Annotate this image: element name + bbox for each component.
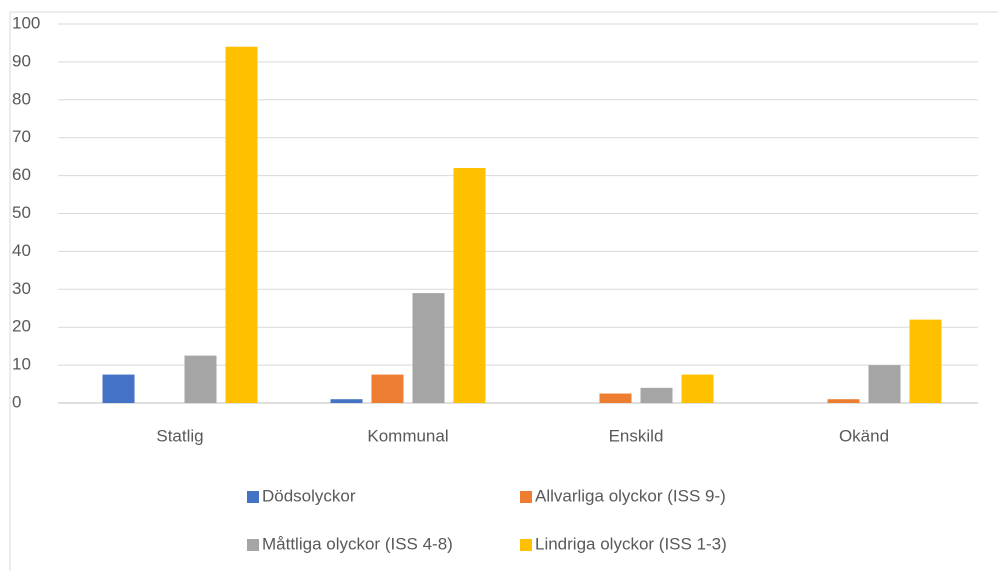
bar (225, 46, 258, 404)
bar (868, 365, 901, 403)
bar (184, 355, 217, 403)
legend-label: Dödsolyckor (262, 486, 356, 505)
y-tick-label: 70 (12, 127, 31, 146)
bar (371, 374, 404, 403)
y-tick-label: 100 (12, 13, 40, 32)
legend-swatch (520, 491, 532, 503)
bar (330, 399, 363, 403)
y-tick-label: 20 (12, 317, 31, 336)
legend-label: Allvarliga olyckor (ISS 9-) (535, 486, 726, 505)
y-tick-label: 80 (12, 89, 31, 108)
bar (599, 393, 632, 403)
bar (640, 387, 673, 403)
bar (453, 168, 486, 403)
y-tick-label: 10 (12, 355, 31, 374)
bar (412, 293, 445, 403)
legend-label: Lindriga olyckor (ISS 1-3) (535, 534, 727, 553)
x-tick-label: Kommunal (367, 426, 448, 445)
legend-swatch (520, 539, 532, 551)
legend-swatch (247, 491, 259, 503)
x-tick-label: Okänd (839, 426, 889, 445)
y-tick-label: 90 (12, 51, 31, 70)
y-tick-label: 0 (12, 392, 21, 411)
bar (681, 374, 714, 403)
bar (102, 374, 135, 403)
x-tick-label: Statlig (156, 426, 203, 445)
legend-swatch (247, 539, 259, 551)
bar (909, 319, 942, 403)
legend-label: Måttliga olyckor (ISS 4-8) (262, 534, 453, 553)
y-tick-label: 50 (12, 203, 31, 222)
y-tick-label: 30 (12, 279, 31, 298)
x-tick-label: Enskild (609, 426, 664, 445)
y-tick-label: 60 (12, 165, 31, 184)
bar (827, 399, 860, 403)
y-tick-label: 40 (12, 241, 31, 260)
